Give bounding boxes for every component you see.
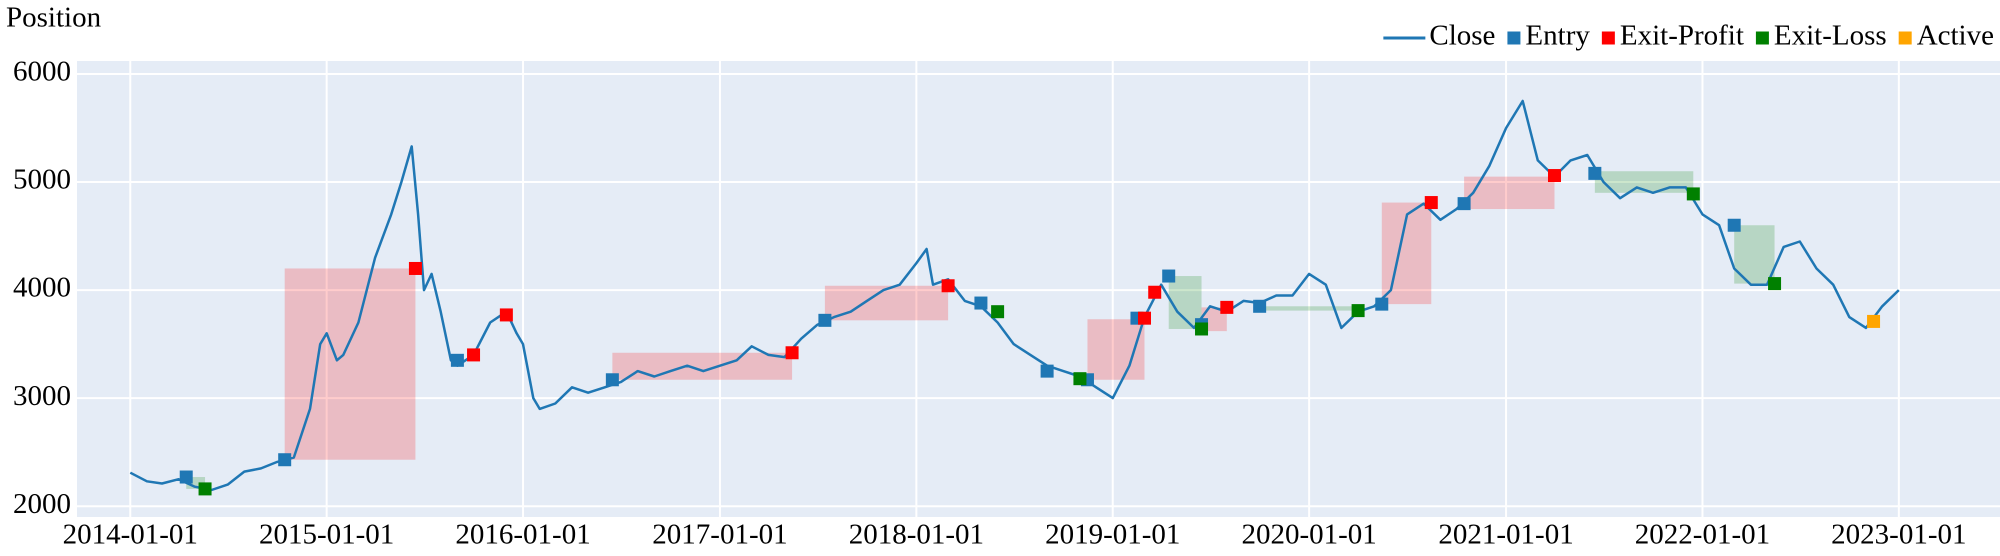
legend-label: Active [1917,20,1994,52]
marker [1137,311,1151,325]
marker [1768,277,1782,291]
marker [1040,364,1054,378]
legend-label: Exit-Loss [1774,20,1887,52]
marker [1457,197,1471,211]
y-axis-title: Position [6,2,102,34]
marker [1148,285,1162,299]
legend: Close Entry Exit-Profit Exit-Loss Active [1383,20,1994,52]
marker [974,296,988,310]
marker [467,348,481,362]
marker [605,373,619,387]
marker [1686,187,1700,201]
marker [818,313,832,327]
legend-symbol [1755,31,1769,45]
marker [1588,166,1602,180]
trade-zone [1259,306,1359,311]
trade-zone [284,268,416,460]
marker [1424,196,1438,210]
legend-label: Exit-Profit [1620,20,1744,52]
trade-zone [612,352,793,380]
trade-zone [1087,319,1145,380]
marker [408,261,422,275]
marker [1162,269,1176,283]
marker [179,470,193,484]
x-tick-label: 2016-01-01 [455,519,590,551]
legend-symbol [1507,31,1521,45]
marker [198,482,212,496]
grid [77,61,2000,517]
x-tick-label: 2021-01-01 [1438,519,1573,551]
marker [1727,218,1741,232]
legend-symbol [1601,31,1615,45]
marker [1253,299,1267,313]
x-tick-label: 2023-01-01 [1831,519,1966,551]
marker [278,453,292,467]
trade-zone [1464,176,1555,210]
marker [1867,314,1881,328]
marker [1351,304,1365,318]
marker [1375,297,1389,311]
plot-background [77,61,2000,517]
marker [785,346,799,360]
x-tick-label: 2020-01-01 [1241,519,1376,551]
y-tick-label: 3000 [13,380,71,412]
marker [991,305,1005,319]
legend-symbol [1898,31,1912,45]
marker [1220,300,1234,314]
x-tick-label: 2014-01-01 [63,519,198,551]
y-tick-label: 5000 [13,164,71,196]
marker [450,353,464,367]
marker [941,279,955,293]
marker [1195,322,1209,336]
legend-label: Entry [1525,20,1590,52]
x-tick-label: 2022-01-01 [1635,519,1770,551]
y-tick-label: 2000 [13,488,71,520]
x-tick-label: 2017-01-01 [652,519,787,551]
marker [499,308,513,322]
trade-zone [186,477,206,489]
y-tick-label: 4000 [13,272,71,304]
x-tick-label: 2018-01-01 [849,519,984,551]
marker [1547,169,1561,183]
legend-label: Close [1429,20,1495,52]
y-tick-label: 6000 [13,56,71,88]
close-line [129,99,1900,492]
x-tick-label: 2019-01-01 [1045,519,1180,551]
marker [1073,372,1087,386]
x-tick-label: 2015-01-01 [259,519,394,551]
